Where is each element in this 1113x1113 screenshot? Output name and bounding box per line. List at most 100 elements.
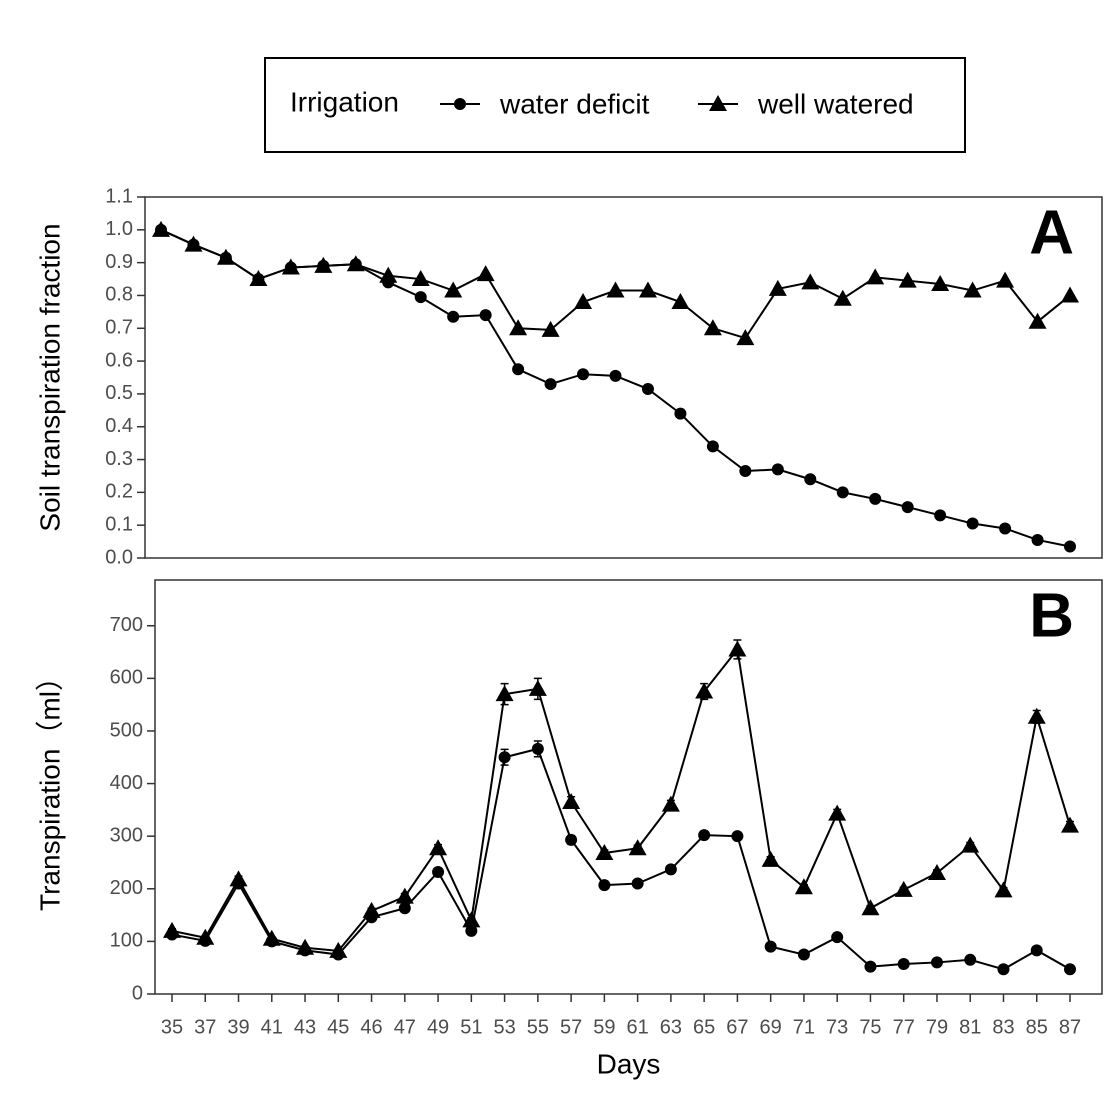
x-tick-label: 55 [527,1016,549,1038]
marker [794,878,813,895]
x-tick-label: 69 [760,1016,782,1038]
marker [731,830,744,843]
marker [661,795,680,812]
marker [966,517,979,530]
x-tick-label: 53 [493,1016,515,1038]
marker [544,378,557,391]
marker [695,682,714,699]
x-tick-label: 39 [227,1016,249,1038]
marker [1061,816,1079,833]
x-tick-label: 57 [560,1016,582,1038]
marker [764,940,777,953]
marker [444,281,463,298]
marker [509,319,528,336]
marker [638,281,657,298]
x-tick-label: 45 [327,1016,349,1038]
legend-title: Irrigation [290,86,399,117]
x-tick-label: 65 [693,1016,715,1038]
marker [739,465,752,478]
marker [934,509,947,522]
marker [761,850,780,867]
marker [927,864,946,881]
marker [216,248,235,265]
x-axis-title: Days [597,1048,661,1079]
marker [869,492,882,505]
marker [577,368,590,381]
marker [512,363,525,376]
marker [498,751,511,764]
marker [296,938,315,955]
y-tick-label: 0.6 [105,349,133,371]
x-tick-label: 61 [627,1016,649,1038]
panel-label: A [1029,198,1074,267]
y-tick-label: 700 [110,614,143,636]
marker [831,931,844,944]
marker [996,271,1015,288]
marker [736,329,755,346]
marker [606,281,625,298]
marker [398,902,411,915]
x-tick-label: 46 [360,1016,382,1038]
marker [1064,540,1076,553]
plot-frame [154,579,1103,995]
y-tick-label: 1.1 [105,185,133,207]
marker [768,279,787,296]
y-tick-label: 100 [110,930,143,952]
marker [528,679,547,696]
marker [429,839,448,856]
x-tick-label: 47 [394,1016,416,1038]
marker [997,963,1010,976]
x-tick-label: 67 [726,1016,748,1038]
legend-marker [454,98,466,110]
x-tick-label: 37 [194,1016,216,1038]
y-tick-label: 0.2 [105,481,133,503]
plot-frame [144,196,1103,559]
y-tick-label: 0.0 [105,546,133,568]
y-tick-label: 400 [110,772,143,794]
x-tick-label: 81 [959,1016,981,1038]
x-tick-label: 49 [427,1016,449,1038]
marker [641,382,654,395]
marker [703,319,722,336]
legend-label: water deficit [499,88,650,119]
marker [664,863,677,876]
x-tick-label: 77 [893,1016,915,1038]
marker [379,266,398,283]
x-tick-label: 87 [1059,1016,1081,1038]
marker [562,792,581,809]
marker [801,273,820,290]
marker [1061,286,1079,303]
x-tick-label: 79 [926,1016,948,1038]
marker [447,310,460,323]
x-tick-label: 41 [261,1016,283,1038]
marker [797,948,810,961]
marker [574,293,593,310]
series-line [171,647,1071,952]
marker [1027,707,1046,724]
x-tick-label: 73 [826,1016,848,1038]
marker [866,268,885,285]
marker [229,870,248,887]
marker [479,309,492,322]
series-line [171,747,1071,971]
x-tick-label: 63 [660,1016,682,1038]
marker [698,829,711,842]
marker [346,255,365,272]
panel-label: B [1029,581,1074,650]
marker [1031,533,1044,546]
y-tick-label: 0.1 [105,513,133,535]
marker [674,407,687,420]
x-tick-label: 85 [1026,1016,1048,1038]
y-axis-title: Soil transpiration fraction [34,223,65,531]
y-tick-label: 200 [110,877,143,899]
marker [994,881,1013,898]
marker [476,265,495,282]
y-tick-label: 0.9 [105,251,133,273]
marker [411,270,430,287]
marker [931,274,950,291]
series-line [160,228,1071,548]
y-tick-label: 0.8 [105,284,133,306]
marker [897,958,910,971]
marker [836,486,849,499]
